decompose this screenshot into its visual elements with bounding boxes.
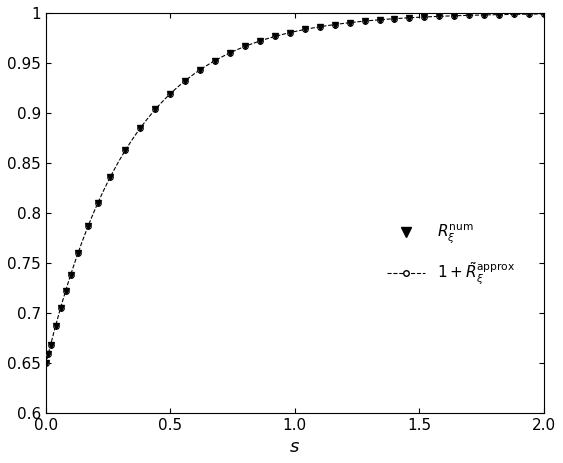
X-axis label: $s$: $s$ [289, 438, 300, 456]
Legend: $R_{\xi}^{\mathrm{num}}$, $1 + \tilde{R}_{\xi}^{\mathrm{approx}}$: $R_{\xi}^{\mathrm{num}}$, $1 + \tilde{R}… [381, 216, 521, 293]
